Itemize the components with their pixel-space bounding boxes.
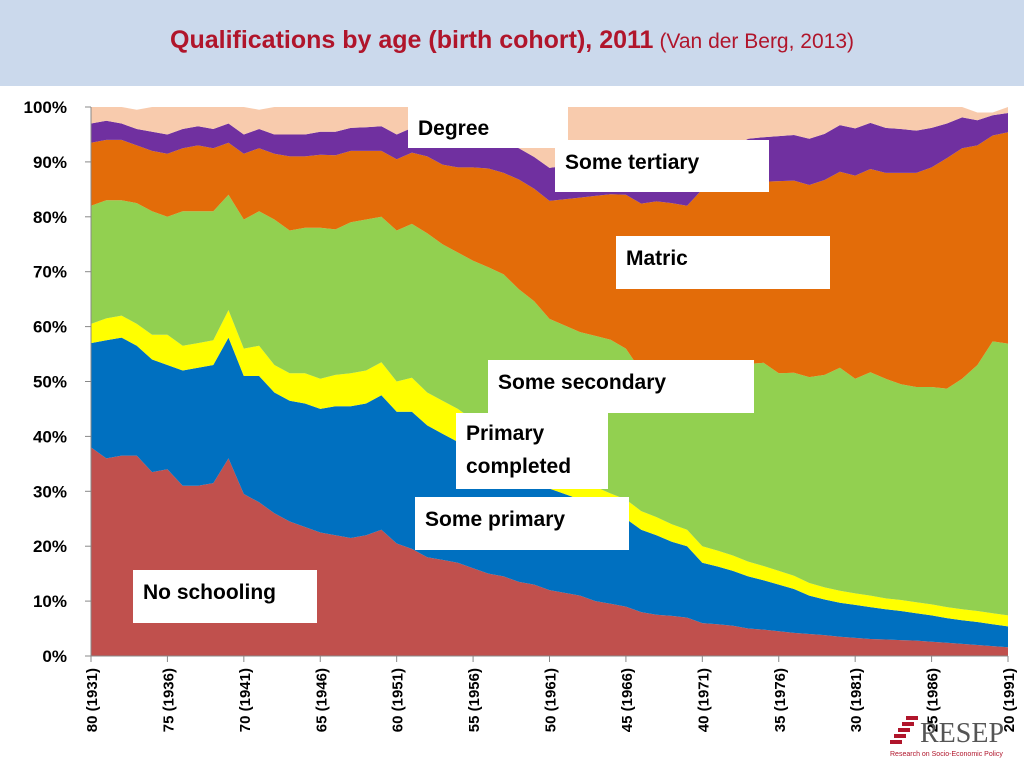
label-degree: Degree	[408, 106, 568, 148]
x-tick-label: 40 (1971)	[695, 668, 712, 732]
label-some-secondary: Some secondary	[488, 360, 754, 413]
x-tick-label: 80 (1931)	[84, 668, 101, 732]
resep-logo: RESEP Research on Socio-Economic Policy	[888, 712, 1022, 764]
area-some-tertiary	[91, 113, 1008, 206]
x-tick-label: 20 (1991)	[1001, 668, 1018, 732]
resep-logo-subtitle: Research on Socio-Economic Policy	[890, 751, 1003, 758]
resep-logo-mark: RESEP Research on Socio-Economic Policy	[890, 716, 1004, 758]
x-tick-label: 45 (1966)	[619, 668, 636, 732]
y-tick-label: 0%	[42, 647, 67, 666]
label-some-tertiary: Some tertiary	[555, 140, 769, 192]
area-matric	[91, 132, 1008, 389]
y-tick-label: 50%	[33, 373, 67, 392]
x-tick-label: 50 (1961)	[543, 668, 560, 732]
x-tick-label: 55 (1956)	[466, 668, 483, 732]
x-tick-label: 60 (1951)	[390, 668, 407, 732]
title-banner: Qualifications by age (birth cohort), 20…	[0, 0, 1024, 86]
y-tick-label: 30%	[33, 482, 67, 501]
label-no-schooling: No schooling	[133, 570, 317, 623]
label-some-primary: Some primary	[415, 497, 629, 550]
chart-title: Qualifications by age (birth cohort), 20…	[0, 26, 1024, 55]
y-tick-label: 40%	[33, 427, 67, 446]
x-tick-label: 70 (1941)	[237, 668, 254, 732]
x-tick-label: 35 (1976)	[772, 668, 789, 732]
chart-title-main: Qualifications by age (birth cohort), 20…	[170, 26, 654, 54]
label-primary-completed: Primary completed	[456, 413, 608, 489]
chart-title-source: (Van der Berg, 2013)	[659, 30, 854, 53]
x-tick-label: 30 (1981)	[848, 668, 865, 732]
y-tick-label: 80%	[33, 208, 67, 227]
y-tick-label: 20%	[33, 537, 67, 556]
y-tick-label: 90%	[33, 153, 67, 172]
y-tick-label: 10%	[33, 592, 67, 611]
chart-axes: 0% 10% 20% 30% 40% 50% 60% 70% 80% 90% 100% 80 (193…	[24, 98, 1018, 732]
x-tick-label: 75 (1936)	[160, 668, 177, 732]
x-tick-label: 25 (1986)	[925, 668, 942, 732]
x-tick-label: 65 (1946)	[313, 668, 330, 732]
label-matric: Matric	[616, 236, 830, 289]
area-no-schooling	[91, 447, 1008, 656]
y-tick-label: 60%	[33, 318, 67, 337]
y-tick-label: 100%	[24, 98, 67, 117]
y-tick-label: 70%	[33, 263, 67, 282]
area-some-primary	[91, 337, 1008, 648]
resep-logo-text: RESEP	[920, 718, 1004, 749]
